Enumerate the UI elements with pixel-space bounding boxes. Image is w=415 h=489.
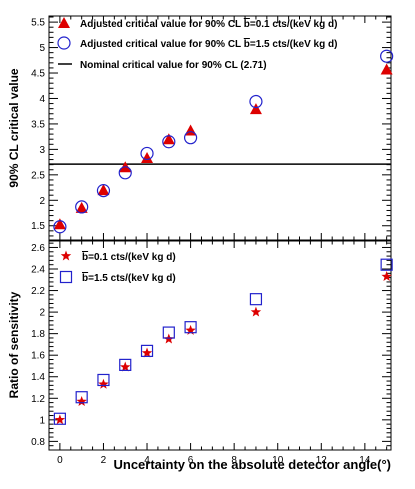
data-point (76, 396, 87, 406)
data-point (75, 391, 88, 404)
data-point (53, 220, 67, 234)
bottom-panel: 0 2 4 6 8 10 12 14 0.8 1 1.2 1.4 1.6 1.8 2 2.2 2.4 2.6 Rat… (7, 240, 393, 466)
data-point (53, 218, 66, 230)
data-point (54, 414, 66, 425)
y-tick-label: 1.6 (31, 351, 45, 362)
legend-label: b=0.1 cts/(keV kg d) (82, 252, 176, 263)
x-tick-label: 14 (359, 455, 371, 466)
legend-label-suffix: =0.1 cts/(keV kg d) (250, 19, 338, 30)
y-tick-label: 5 (39, 43, 45, 54)
legend-label-suffix: =1.5 cts/(keV kg d) (250, 39, 338, 50)
legend-label: b=1.5 cts/(keV kg d) (82, 273, 176, 284)
data-point (184, 321, 197, 334)
data-point (75, 200, 89, 214)
data-point (75, 201, 88, 213)
data-point (249, 293, 263, 306)
legend-label-prefix: Adjusted critical value for 90% CL (80, 39, 244, 50)
data-point (141, 347, 153, 358)
data-point (380, 63, 393, 75)
data-point (97, 184, 110, 196)
x-tick-label: 12 (316, 455, 328, 466)
legend-label-suffix: =1.5 cts/(keV kg d) (88, 273, 176, 284)
legend: b=0.1 cts/(keV kg d)b=1.5 cts/(keV kg d) (59, 250, 176, 284)
x-tick-label: 6 (188, 455, 194, 466)
data-point (53, 412, 66, 425)
y-tick-label: 3 (39, 145, 45, 156)
top-panel: 1.5 2 2.5 3 3.5 4 4.5 5 5.5 90% CL critical value… (7, 15, 394, 241)
x-tick-label: 4 (144, 455, 150, 466)
data-point (97, 373, 110, 387)
y-tick-label: 2.5 (31, 170, 45, 181)
x-tick-label: 2 (101, 455, 107, 466)
plot-frame (48, 240, 392, 451)
y-tick-label: 1.5 (31, 221, 45, 232)
data-point (185, 324, 196, 335)
y-tick-label: 1 (39, 415, 45, 426)
legend: Adjusted critical value for 90% CL b=0.1… (57, 17, 337, 71)
data-point (119, 358, 132, 371)
data-point (249, 94, 263, 109)
data-point (140, 146, 154, 161)
y-tick-label: 4 (39, 94, 45, 105)
y-tick-label: 2.4 (31, 265, 45, 276)
y-tick-label: 2 (39, 308, 45, 319)
legend-label: Adjusted critical value for 90% CL b=0.1… (80, 19, 337, 30)
data-point (98, 378, 109, 389)
x-tick-label: 10 (272, 455, 284, 466)
y-tick-label: 1.2 (31, 394, 45, 405)
x-axis-title: Uncertainty on the absolute detector ang… (113, 457, 391, 472)
y-tick-label: 4.5 (31, 69, 45, 80)
x-tick-label: 0 (57, 455, 63, 466)
data-point (183, 131, 198, 145)
legend-label-bar: b (244, 19, 250, 30)
legend-marker (58, 17, 70, 28)
data-point (162, 133, 175, 145)
y-tick-label: 1.8 (31, 329, 45, 340)
x-tick-label: 8 (231, 455, 237, 466)
legend-label-bar: b (244, 39, 250, 50)
y-tick-label: 2.2 (31, 286, 45, 297)
data-point (162, 326, 175, 339)
y-tick-label: 1.4 (31, 372, 45, 383)
data-point (141, 152, 154, 164)
data-point (96, 184, 111, 198)
data-point (249, 103, 262, 115)
y-axis-title: Ratio of sensitivity (7, 291, 21, 398)
y-tick-label: 0.8 (31, 437, 45, 448)
data-point (140, 344, 154, 357)
plot-frame (48, 15, 392, 241)
data-point (118, 166, 132, 180)
legend-label: Adjusted critical value for 90% CL b=1.5… (80, 39, 337, 50)
y-tick-label: 5.5 (31, 18, 45, 29)
legend-label: Nominal critical value for 90% CL (2.71) (80, 60, 267, 71)
y-tick-label: 2 (39, 196, 45, 207)
data-point (250, 306, 262, 317)
data-point (380, 258, 393, 271)
legend-marker (59, 270, 73, 284)
y-tick-label: 3.5 (31, 119, 45, 130)
data-point (380, 49, 394, 63)
legend-label-bar: b (82, 252, 88, 263)
legend-label-suffix: =0.1 cts/(keV kg d) (88, 252, 176, 263)
legend-marker (60, 250, 72, 261)
legend-label-prefix: Adjusted critical value for 90% CL (80, 19, 244, 30)
legend-marker (57, 36, 71, 50)
data-point (120, 361, 131, 372)
data-point (162, 135, 176, 149)
data-point (381, 271, 392, 281)
y-axis-title: 90% CL critical value (7, 68, 21, 188)
y-tick-label: 2.6 (31, 243, 45, 254)
legend-label-bar: b (82, 273, 88, 284)
